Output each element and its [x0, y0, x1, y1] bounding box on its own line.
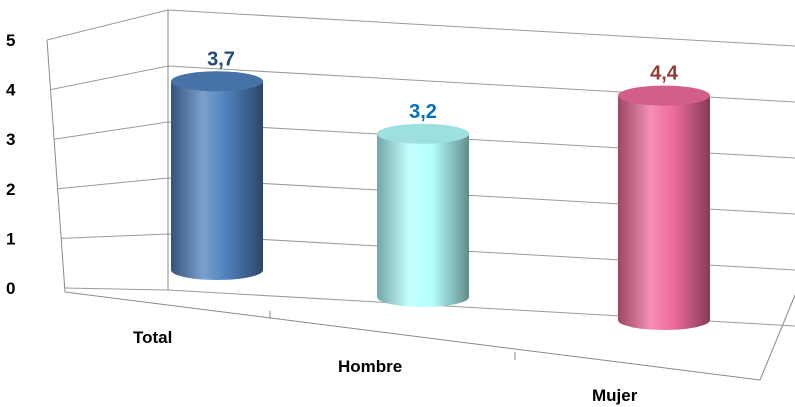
axis-line	[46, 39, 66, 293]
data-label: 3,2	[409, 101, 437, 123]
bar-hombre	[377, 123, 469, 307]
axis-line	[64, 291, 761, 381]
bar-mujer	[618, 85, 710, 330]
bar-body	[618, 95, 710, 330]
category-label: Hombre	[338, 357, 402, 376]
y-tick-label: 3	[6, 130, 15, 149]
category-label: Mujer	[592, 386, 638, 405]
bar-total	[171, 71, 263, 280]
data-label: 3,7	[207, 48, 235, 70]
bar-top	[171, 71, 263, 92]
y-tick-label: 4	[6, 81, 16, 100]
y-tick-labels: 0 1 2 3 4 5	[6, 31, 16, 298]
category-label: Total	[133, 328, 172, 347]
axes	[46, 10, 795, 381]
data-label: 4,4	[650, 63, 679, 85]
data-labels: 3,7 3,2 4,4	[207, 48, 679, 123]
y-tick-label: 2	[6, 180, 15, 199]
y-tick-label: 1	[6, 229, 15, 248]
bar-top	[618, 85, 710, 106]
bar-body	[171, 81, 263, 280]
bar-body	[377, 133, 469, 307]
axis-line	[759, 294, 795, 381]
y-tick-label: 0	[6, 279, 15, 298]
category-labels: Total Hombre Mujer	[133, 328, 638, 405]
bars	[171, 71, 710, 330]
y-tick-label: 5	[6, 31, 15, 50]
gridline	[46, 9, 795, 47]
bar-top	[377, 123, 469, 144]
